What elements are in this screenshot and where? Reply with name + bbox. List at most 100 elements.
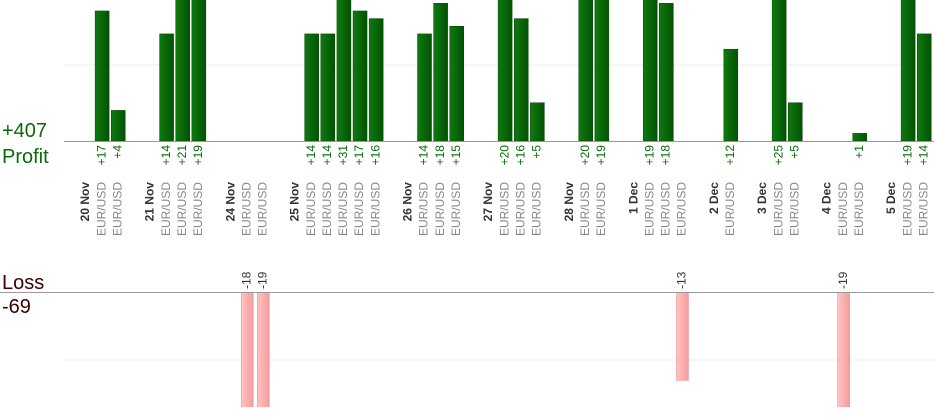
loss-bar — [676, 292, 689, 381]
loss-label: Loss — [2, 272, 44, 294]
value-label: +18 — [433, 145, 447, 166]
profit-bar — [513, 18, 529, 141]
value-label: +16 — [513, 145, 527, 166]
symbol-label: EUR/USD — [368, 182, 382, 236]
date-label: 24 Nov — [223, 182, 237, 222]
symbol-label: EUR/USD — [110, 182, 124, 236]
symbol-label: EUR/USD — [530, 182, 544, 236]
date-label: 26 Nov — [401, 182, 415, 222]
profit-bar — [94, 10, 110, 141]
symbol-label: EUR/USD — [94, 182, 108, 236]
value-label: +20 — [497, 145, 511, 166]
symbol-label: EUR/USD — [175, 182, 189, 236]
symbol-label: EUR/USD — [723, 182, 737, 236]
profit-bar — [497, 0, 513, 141]
profit-total: +407 — [2, 120, 47, 142]
profit-bar — [594, 0, 610, 141]
symbol-label: EUR/USD — [594, 182, 608, 236]
symbol-label: EUR/USD — [159, 182, 173, 236]
date-label: 5 Dec — [884, 182, 898, 214]
loss-bar — [837, 292, 850, 407]
symbol-label: EUR/USD — [497, 182, 511, 236]
profit-label: Profit — [2, 146, 49, 168]
profit-bar — [175, 0, 190, 141]
profit-bar — [304, 33, 319, 141]
profit-bar — [916, 33, 932, 141]
value-label: +31 — [336, 145, 350, 166]
value-label: +19 — [642, 145, 656, 166]
profit-bar — [642, 0, 658, 141]
value-label: -18 — [239, 271, 253, 289]
value-label: +19 — [900, 145, 914, 166]
symbol-label: EUR/USD — [449, 182, 463, 236]
profit-bar — [191, 0, 207, 141]
symbol-label: EUR/USD — [900, 182, 914, 236]
value-label: -13 — [675, 271, 689, 289]
profit-bar — [530, 102, 545, 141]
value-label: +15 — [449, 145, 463, 166]
profit-bar — [578, 0, 593, 141]
symbol-label: EUR/USD — [771, 182, 785, 236]
value-label: +20 — [578, 145, 592, 166]
profit-bar — [852, 133, 868, 141]
value-label: -19 — [836, 271, 850, 289]
profit-bar — [788, 102, 803, 141]
profit-bar — [417, 33, 432, 141]
value-label: +4 — [110, 145, 124, 159]
value-label: +17 — [352, 145, 366, 166]
date-label: 28 Nov — [562, 182, 576, 222]
date-label: 25 Nov — [288, 182, 302, 222]
profit-bar — [723, 48, 739, 141]
date-label: 3 Dec — [755, 182, 769, 214]
profit-bar — [336, 0, 352, 141]
symbol-label: EUR/USD — [658, 182, 672, 236]
symbol-label: EUR/USD — [916, 182, 930, 236]
value-label: +14 — [320, 145, 334, 166]
symbol-label: EUR/USD — [320, 182, 334, 236]
date-label: 21 Nov — [143, 182, 157, 222]
symbol-label: EUR/USD — [417, 182, 431, 236]
value-label: +5 — [787, 145, 801, 159]
profit-bar — [352, 10, 368, 141]
symbol-label: EUR/USD — [433, 182, 447, 236]
value-label: +1 — [852, 145, 866, 159]
profit-bar — [110, 110, 126, 141]
value-label: +25 — [771, 145, 785, 166]
date-label: 4 Dec — [820, 182, 834, 214]
symbol-label: EUR/USD — [513, 182, 527, 236]
value-label: +12 — [723, 145, 737, 166]
loss-bar — [240, 292, 254, 407]
value-label: +21 — [175, 145, 189, 166]
symbol-label: EUR/USD — [352, 182, 366, 236]
symbol-label: EUR/USD — [304, 182, 318, 236]
date-label: 2 Dec — [707, 182, 721, 214]
symbol-label: EUR/USD — [642, 182, 656, 236]
profit-bar — [368, 18, 384, 141]
value-label: +14 — [417, 145, 431, 166]
value-label: +14 — [304, 145, 318, 166]
loss-total: -69 — [2, 296, 31, 318]
value-label: +19 — [594, 145, 608, 166]
symbol-label: EUR/USD — [578, 182, 592, 236]
profit-bar — [659, 3, 674, 141]
profit-bar — [433, 3, 448, 141]
profit-bar — [449, 26, 465, 141]
date-label: 27 Nov — [481, 182, 495, 222]
symbol-label: EUR/USD — [336, 182, 350, 236]
value-label: +14 — [916, 145, 930, 166]
profit-bar — [159, 33, 174, 141]
symbol-label: EUR/USD — [787, 182, 801, 236]
value-label: +16 — [368, 145, 382, 166]
profit-bar — [320, 33, 336, 141]
symbol-label: EUR/USD — [191, 182, 205, 236]
value-label: +18 — [658, 145, 672, 166]
value-label: +17 — [94, 145, 108, 166]
loss-bar — [257, 292, 270, 407]
symbol-label: EUR/USD — [239, 182, 253, 236]
date-label: 20 Nov — [78, 182, 92, 222]
symbol-label: EUR/USD — [255, 182, 269, 236]
value-label: +19 — [191, 145, 205, 166]
symbol-label: EUR/USD — [836, 182, 850, 236]
value-label: -19 — [255, 271, 269, 289]
